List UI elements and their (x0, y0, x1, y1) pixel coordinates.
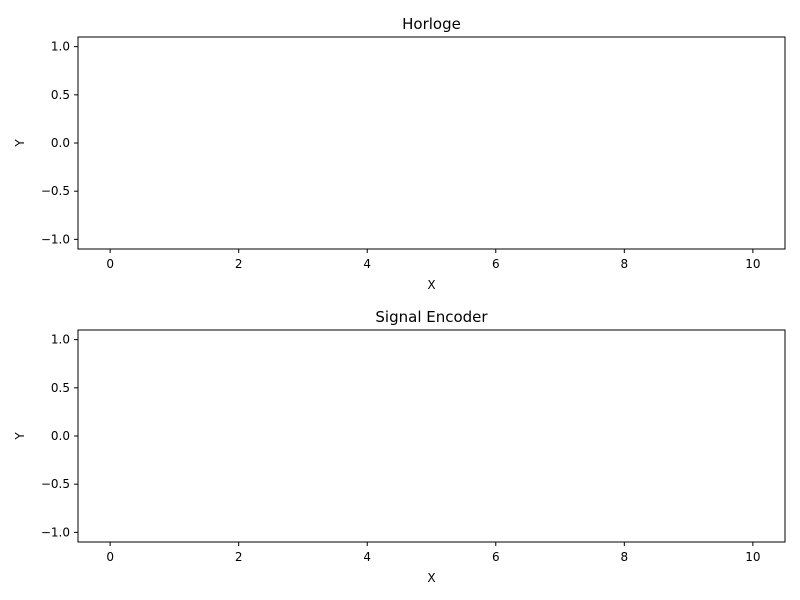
subplot-horloge: 0 2 4 6 8 10 −1.0 −0.5 0.0 0.5 1.0 Horloge X Y (13, 15, 786, 292)
plot-area (77, 36, 786, 250)
y-axis-ticks: −1.0 −0.5 0.0 0.5 1.0 (41, 333, 78, 539)
x-tick-label: 10 (745, 550, 760, 564)
y-tick-label: −1.0 (41, 525, 70, 539)
x-tick-label: 8 (620, 550, 628, 564)
y-tick-label: −1.0 (41, 232, 70, 246)
chart-title: Horloge (402, 15, 461, 33)
x-tick-label: 8 (620, 257, 628, 271)
x-tick-label: 0 (106, 257, 114, 271)
x-axis-label: X (427, 278, 435, 292)
x-tick-label: 6 (492, 257, 500, 271)
x-tick-label: 4 (363, 550, 371, 564)
y-tick-label: 1.0 (51, 40, 70, 54)
x-tick-label: 2 (235, 550, 243, 564)
x-tick-label: 6 (492, 550, 500, 564)
x-tick-label: 2 (235, 257, 243, 271)
y-axis-label: Y (13, 432, 27, 441)
x-axis-ticks: 0 2 4 6 8 10 (106, 542, 761, 564)
y-tick-label: 0.0 (51, 136, 70, 150)
y-tick-label: −0.5 (41, 477, 70, 491)
plot-area (77, 329, 786, 543)
y-tick-label: 1.0 (51, 333, 70, 347)
y-tick-label: −0.5 (41, 184, 70, 198)
subplot-signal-encoder: 0 2 4 6 8 10 −1.0 −0.5 0.0 0.5 1.0 Signal Encoder… (13, 308, 786, 585)
y-tick-label: 0.0 (51, 429, 70, 443)
x-tick-label: 0 (106, 550, 114, 564)
x-tick-label: 10 (745, 257, 760, 271)
y-tick-label: 0.5 (51, 381, 70, 395)
y-axis-label: Y (13, 139, 27, 148)
y-tick-label: 0.5 (51, 88, 70, 102)
x-axis-ticks: 0 2 4 6 8 10 (106, 249, 761, 271)
chart-title: Signal Encoder (375, 308, 488, 326)
x-tick-label: 4 (363, 257, 371, 271)
x-axis-label: X (427, 571, 435, 585)
y-axis-ticks: −1.0 −0.5 0.0 0.5 1.0 (41, 40, 78, 246)
